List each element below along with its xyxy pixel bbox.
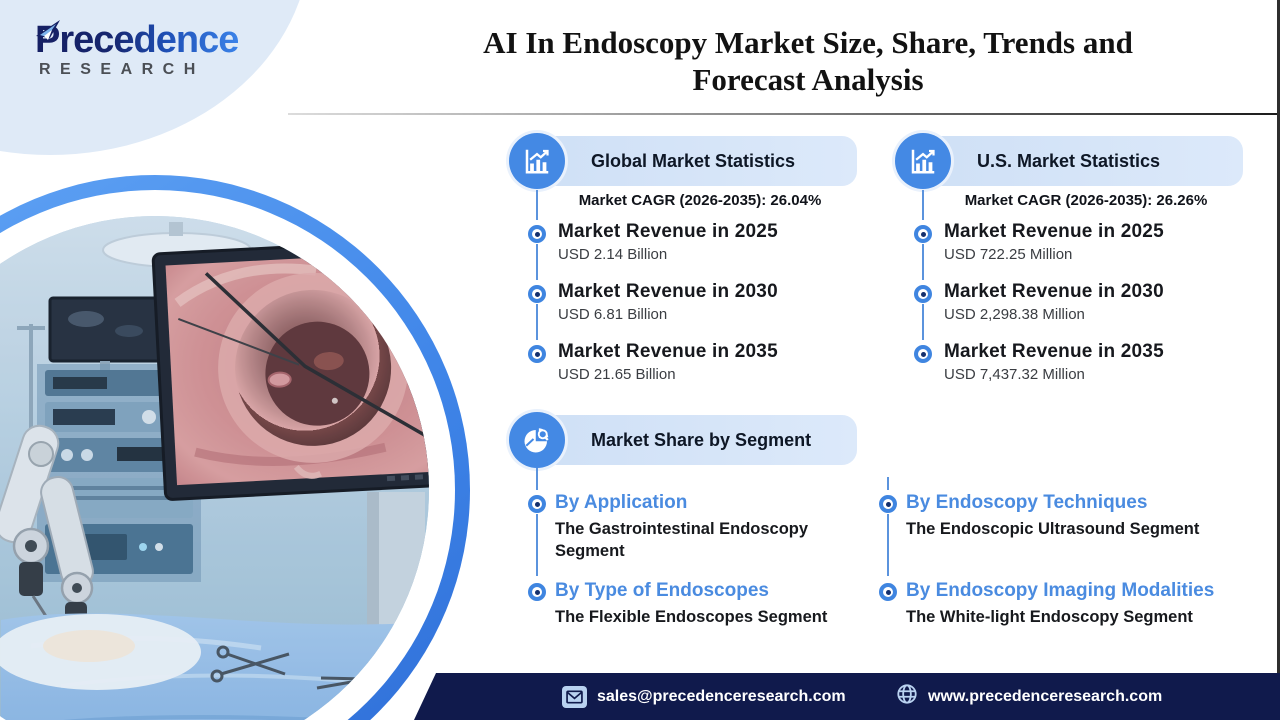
global-revenue-2030: Market Revenue in 2030 USD 6.81 Billion bbox=[528, 281, 858, 323]
small-monitor bbox=[48, 296, 168, 379]
bullet-icon bbox=[528, 345, 546, 363]
segments-section-header: Market Share by Segment bbox=[509, 412, 857, 468]
page-title: AI In Endoscopy Market Size, Share, Tren… bbox=[430, 24, 1186, 98]
bullet-icon bbox=[914, 345, 932, 363]
bullet-icon bbox=[914, 225, 932, 243]
us-stats-header: U.S. Market Statistics bbox=[895, 133, 1243, 189]
segment-by-endoscopy-techniques: By Endoscopy Techniques The Endoscopic U… bbox=[879, 492, 1259, 540]
segment-value: The White-light Endoscopy Segment bbox=[906, 608, 1193, 626]
segment-label: By Application bbox=[555, 492, 688, 513]
segment-by-type-of-endoscopes: By Type of Endoscopes The Flexible Endos… bbox=[528, 580, 858, 628]
connector-line bbox=[887, 514, 889, 576]
connector-line bbox=[536, 190, 538, 220]
us-revenue-2030: Market Revenue in 2030 USD 2,298.38 Mill… bbox=[914, 281, 1244, 323]
photo-ring bbox=[0, 175, 470, 720]
bar-chart-growth-icon bbox=[895, 133, 951, 189]
monitor-buttons bbox=[386, 473, 429, 482]
connector-line bbox=[536, 514, 538, 576]
us-stats-section: U.S. Market Statistics Market CAGR (2026… bbox=[895, 133, 1243, 383]
page-title-line1: AI In Endoscopy Market Size, Share, Tren… bbox=[483, 25, 1133, 60]
or-photo-illustration bbox=[0, 216, 429, 720]
photo-ring-gap bbox=[0, 190, 455, 720]
segments-heading: Market Share by Segment bbox=[537, 415, 857, 465]
connector-line bbox=[922, 304, 924, 340]
stat-value: USD 2.14 Billion bbox=[558, 246, 668, 263]
footer-website-text: www.precedenceresearch.com bbox=[928, 687, 1163, 705]
stat-label: Market Revenue in 2025 bbox=[944, 221, 1164, 242]
connector-line bbox=[922, 244, 924, 280]
operating-table bbox=[0, 613, 429, 720]
brand-subtitle: RESEARCH bbox=[39, 61, 205, 78]
or-photo bbox=[0, 216, 429, 720]
bullet-icon bbox=[879, 495, 897, 513]
pie-chart-icon bbox=[509, 412, 565, 468]
global-cagr: Market CAGR (2026-2035): 26.04% bbox=[578, 192, 822, 209]
stat-label: Market Revenue in 2030 bbox=[558, 281, 778, 302]
connector-line bbox=[536, 304, 538, 340]
footer-email-link[interactable]: sales@precedenceresearch.com bbox=[562, 673, 846, 720]
bullet-icon bbox=[528, 285, 546, 303]
stat-label: Market Revenue in 2025 bbox=[558, 221, 778, 242]
global-stats-heading: Global Market Statistics bbox=[537, 136, 857, 186]
connector-line bbox=[536, 468, 538, 490]
global-stats-section: Global Market Statistics Market CAGR (20… bbox=[509, 133, 857, 383]
footer-website-link[interactable]: www.precedenceresearch.com bbox=[896, 673, 1162, 720]
global-stats-header: Global Market Statistics bbox=[509, 133, 857, 189]
envelope-icon bbox=[562, 685, 587, 708]
segment-by-application: By Application The Gastrointestinal Endo… bbox=[528, 492, 828, 562]
logo-swoosh-icon bbox=[36, 20, 60, 40]
brand-name: Precedence bbox=[35, 19, 239, 61]
bullet-icon bbox=[528, 583, 546, 601]
stat-label: Market Revenue in 2035 bbox=[558, 341, 778, 362]
stat-value: USD 722.25 Million bbox=[944, 246, 1073, 263]
us-revenue-2025: Market Revenue in 2025 USD 722.25 Millio… bbox=[914, 221, 1244, 263]
stat-value: USD 21.65 Billion bbox=[558, 366, 676, 383]
stat-label: Market Revenue in 2030 bbox=[944, 281, 1164, 302]
bullet-icon bbox=[528, 495, 546, 513]
bullet-icon bbox=[528, 225, 546, 243]
bullet-icon bbox=[879, 583, 897, 601]
segment-value: The Flexible Endoscopes Segment bbox=[555, 608, 828, 626]
segment-label: By Endoscopy Techniques bbox=[906, 492, 1148, 513]
connector-line bbox=[922, 190, 924, 220]
segment-label: By Type of Endoscopes bbox=[555, 580, 769, 601]
connector-line bbox=[536, 244, 538, 280]
page-title-line2: Forecast Analysis bbox=[692, 62, 924, 97]
right-edge-border bbox=[1277, 0, 1280, 720]
us-stats-heading: U.S. Market Statistics bbox=[923, 136, 1243, 186]
footer-bar: sales@precedenceresearch.com www.precede… bbox=[414, 673, 1280, 720]
connector-line bbox=[887, 477, 889, 490]
title-divider bbox=[288, 113, 1277, 115]
global-revenue-2025: Market Revenue in 2025 USD 2.14 Billion bbox=[528, 221, 858, 263]
global-revenue-2035: Market Revenue in 2035 USD 21.65 Billion bbox=[528, 341, 858, 383]
stat-label: Market Revenue in 2035 bbox=[944, 341, 1164, 362]
us-cagr: Market CAGR (2026-2035): 26.26% bbox=[964, 192, 1208, 209]
stat-value: USD 2,298.38 Million bbox=[944, 306, 1085, 323]
stat-value: USD 6.81 Billion bbox=[558, 306, 668, 323]
segment-label: By Endoscopy Imaging Modalities bbox=[906, 580, 1215, 601]
footer-email-text: sales@precedenceresearch.com bbox=[597, 687, 846, 705]
us-revenue-2035: Market Revenue in 2035 USD 7,437.32 Mill… bbox=[914, 341, 1244, 383]
stat-value: USD 7,437.32 Million bbox=[944, 366, 1085, 383]
segment-value: The Gastrointestinal Endoscopy Segment bbox=[555, 520, 809, 560]
brand-logo: Precedence RESEARCH bbox=[35, 19, 239, 79]
globe-icon bbox=[896, 683, 918, 710]
bullet-icon bbox=[914, 285, 932, 303]
bar-chart-growth-icon bbox=[509, 133, 565, 189]
segment-value: The Endoscopic Ultrasound Segment bbox=[906, 520, 1200, 538]
segment-by-endoscopy-imaging-modalities: By Endoscopy Imaging Modalities The Whit… bbox=[879, 580, 1259, 628]
